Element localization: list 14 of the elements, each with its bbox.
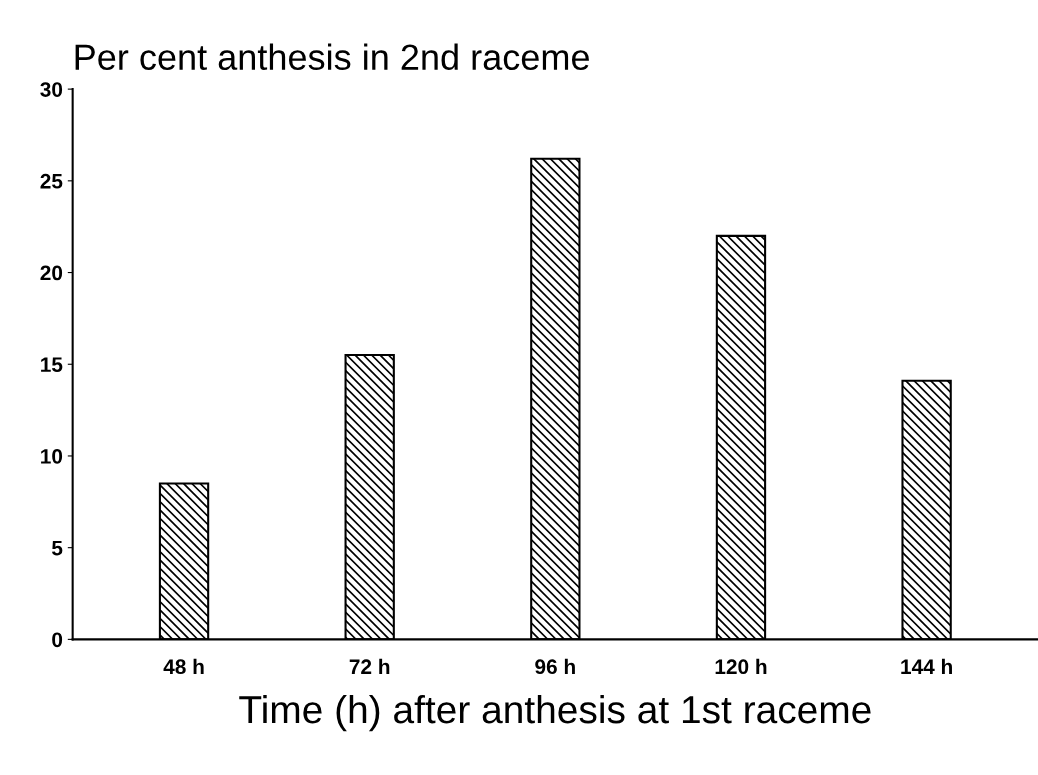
- y-tick-label: 0: [52, 632, 63, 648]
- y-tick-label: 5: [51, 540, 63, 556]
- y-tick-label: 25: [40, 173, 63, 189]
- x-axis-title: Time (h) after anthesis at 1st raceme: [239, 694, 871, 732]
- x-tick-label: 144 h: [901, 658, 952, 674]
- x-tick-label: 120 h: [715, 658, 767, 675]
- y-tick-label: 15: [41, 357, 63, 372]
- chart-title: Per cent anthesis in 2nd raceme: [75, 43, 589, 71]
- x-tick-label: 96 h: [535, 658, 575, 675]
- y-tick-label: 20: [40, 265, 63, 281]
- y-tick-label: 30: [40, 82, 63, 97]
- x-tick-label: 72 h: [349, 658, 390, 674]
- y-tick-label: 10: [41, 448, 63, 464]
- x-tick-label: 48 h: [163, 658, 204, 675]
